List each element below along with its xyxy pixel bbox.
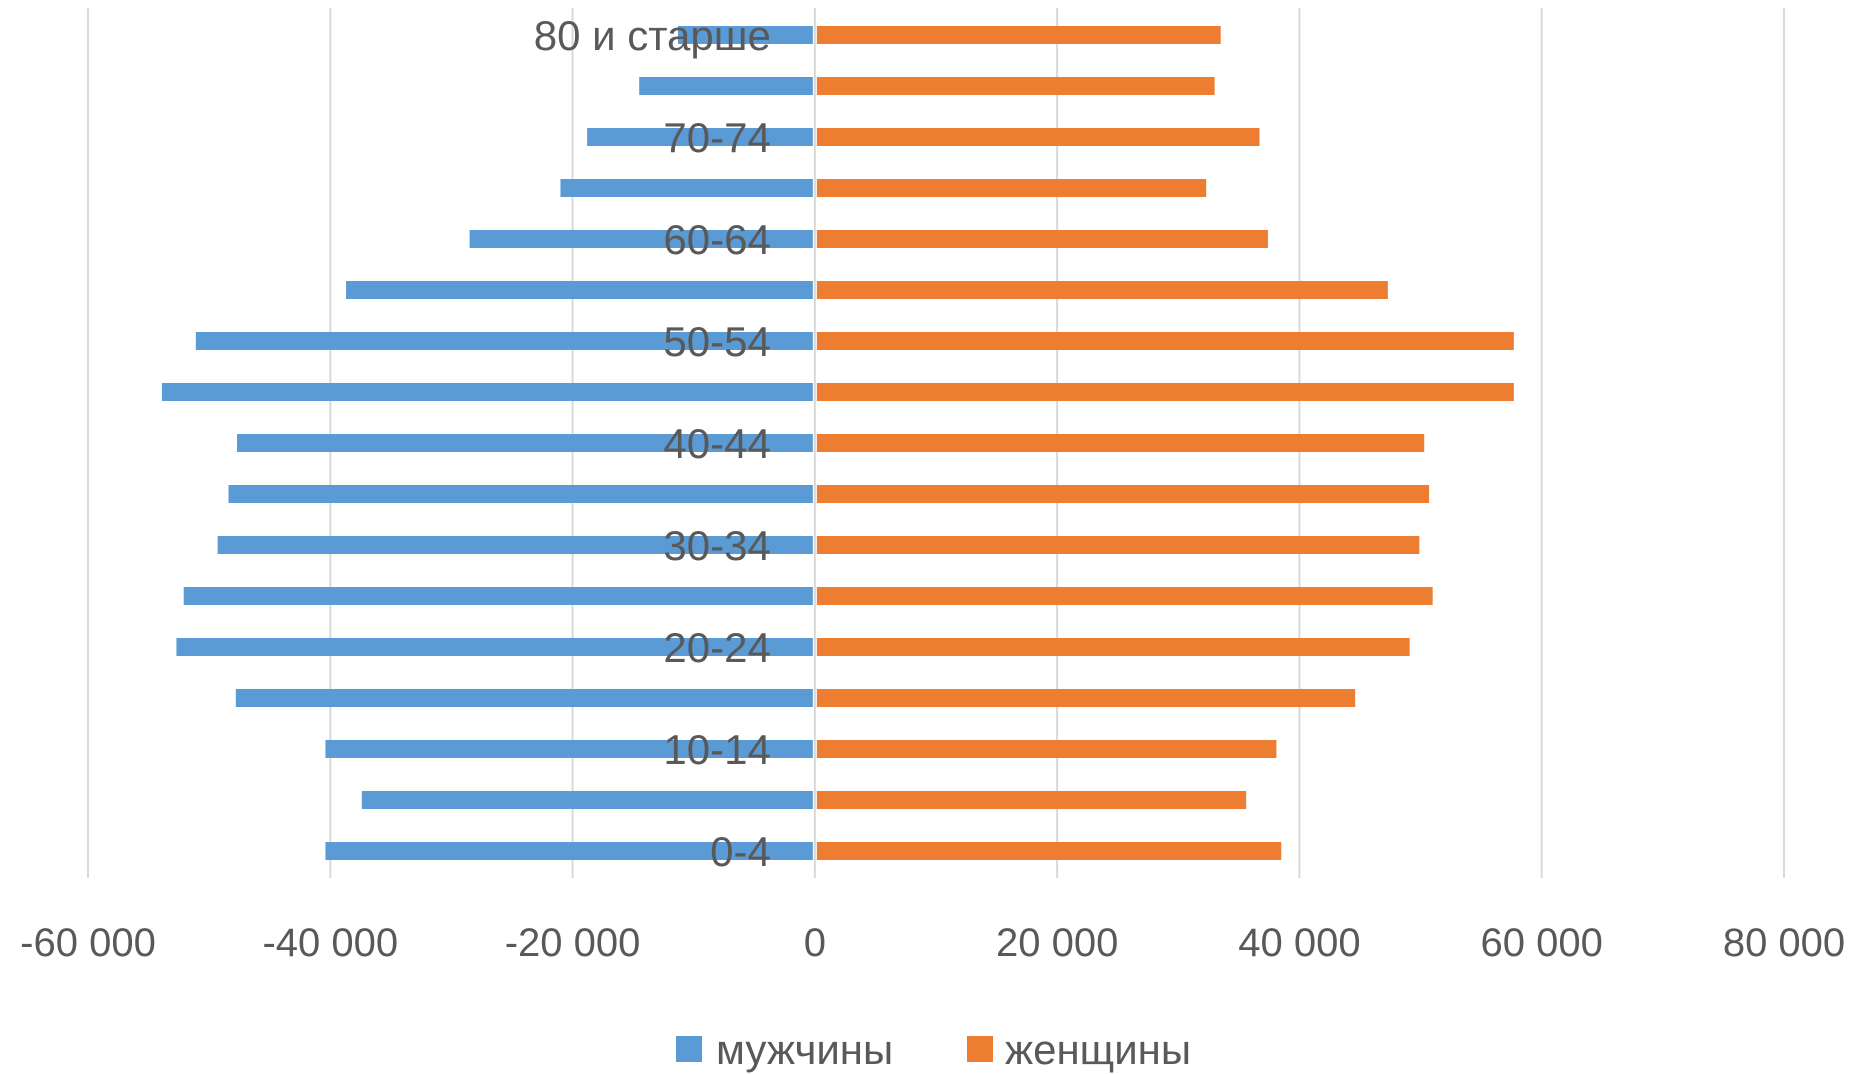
x-tick-label: 0 <box>804 921 826 965</box>
category-label: 40-44 <box>663 420 770 467</box>
category-label: 10-14 <box>663 726 770 773</box>
bar-women-35-39 <box>816 485 1430 503</box>
bar-women-5-9 <box>816 791 1247 809</box>
bar-women-30-34 <box>816 536 1420 554</box>
bar-women-15-19 <box>816 689 1356 707</box>
bar-men-75-79 <box>639 77 813 95</box>
bars <box>161 26 1514 860</box>
bar-men-5-9 <box>361 791 813 809</box>
bar-men-35-39 <box>228 485 813 503</box>
x-tick-label: -40 000 <box>262 921 398 965</box>
category-labels: 0-4 10-14 20-24 30-34 40-44 50-54 60-64 70-74 80… <box>534 12 771 875</box>
bar-women-0-4 <box>816 842 1282 860</box>
x-tick-label: 60 000 <box>1481 921 1603 965</box>
bar-women-55-59 <box>816 281 1388 299</box>
legend: мужчины женщины <box>676 1026 1191 1073</box>
bar-women-20-24 <box>816 638 1410 656</box>
bar-women-25-29 <box>816 587 1433 605</box>
bar-women-45-49 <box>816 383 1514 401</box>
bar-women-80-и-старше <box>816 26 1221 44</box>
bar-women-50-54 <box>816 332 1514 350</box>
bar-men-45-49 <box>161 383 813 401</box>
category-label: 80 и старше <box>534 12 771 59</box>
bar-women-10-14 <box>816 740 1277 758</box>
category-label: 20-24 <box>663 624 770 671</box>
x-tick-label: 40 000 <box>1238 921 1360 965</box>
category-label: 70-74 <box>663 114 770 161</box>
bar-women-70-74 <box>816 128 1260 146</box>
bar-men-15-19 <box>235 689 813 707</box>
bar-men-30-34 <box>217 536 813 554</box>
x-tick-label: -20 000 <box>505 921 641 965</box>
bar-men-20-24 <box>176 638 813 656</box>
x-tick-label: 80 000 <box>1723 921 1845 965</box>
bar-men-60-64 <box>469 230 813 248</box>
bar-women-65-69 <box>816 179 1207 197</box>
legend-swatch-men <box>676 1036 702 1062</box>
bar-men-0-4 <box>325 842 813 860</box>
category-label: 50-54 <box>663 318 770 365</box>
legend-swatch-women <box>967 1036 993 1062</box>
category-label: 30-34 <box>663 522 770 569</box>
bar-women-60-64 <box>816 230 1268 248</box>
bar-men-25-29 <box>183 587 813 605</box>
bar-men-40-44 <box>237 434 813 452</box>
bar-men-65-69 <box>560 179 813 197</box>
category-label: 0-4 <box>710 828 771 875</box>
bar-men-70-74 <box>587 128 813 146</box>
bar-men-55-59 <box>346 281 813 299</box>
bar-men-80-и-старше <box>677 26 813 44</box>
bar-women-75-79 <box>816 77 1215 95</box>
x-tick-label: 20 000 <box>996 921 1118 965</box>
legend-label-women: женщины <box>1005 1026 1191 1073</box>
x-axis-tick-labels: -60 000 -40 000 -20 000 0 20 000 40 000 60 000… <box>20 921 1845 965</box>
bar-men-50-54 <box>195 332 813 350</box>
legend-label-men: мужчины <box>716 1026 893 1073</box>
bar-women-40-44 <box>816 434 1425 452</box>
category-label: 60-64 <box>663 216 770 263</box>
x-tick-label: -60 000 <box>20 921 156 965</box>
bar-men-10-14 <box>325 740 813 758</box>
